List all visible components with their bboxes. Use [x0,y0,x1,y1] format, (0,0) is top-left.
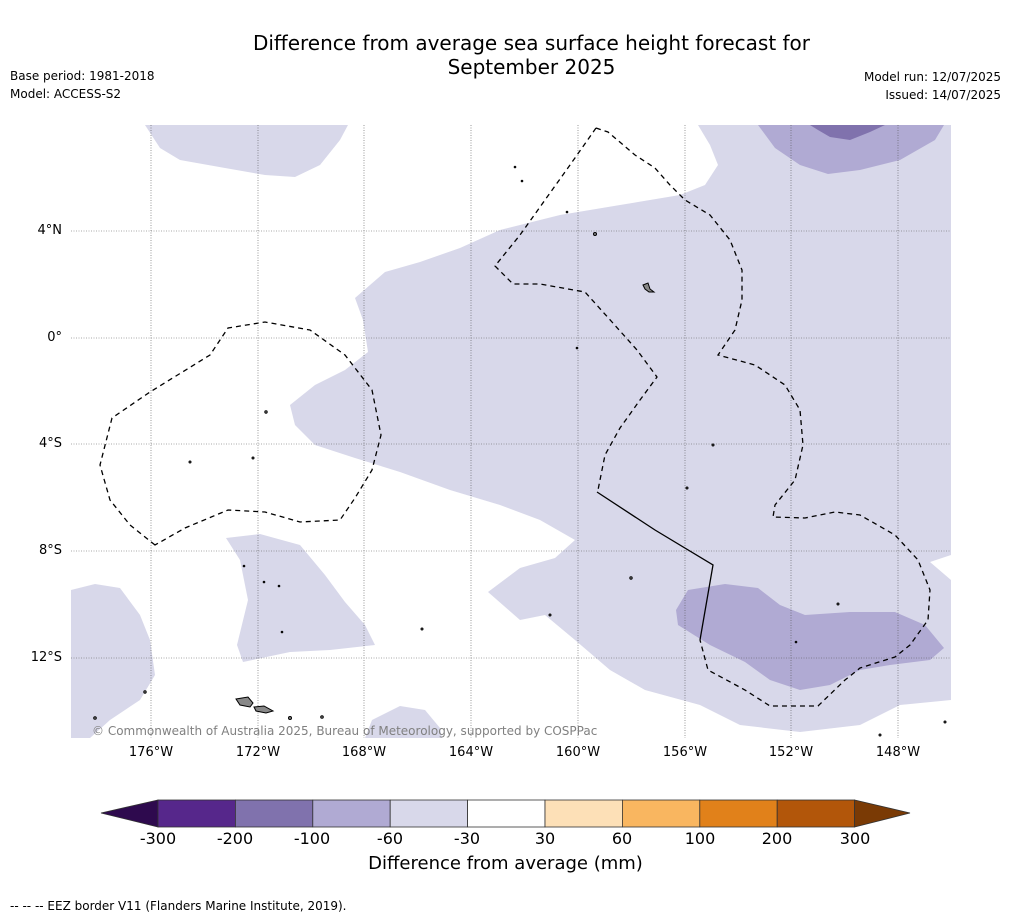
issued-date: Issued: 14/07/2025 [885,88,1001,102]
colorbar-tick: -60 [376,829,404,848]
colorbar-segments [100,799,911,828]
eez-border-kiribati-line [595,127,931,707]
colorbar-label: Difference from average (mm) [368,853,643,874]
lon-label-164w: 164°W [448,745,494,760]
islands [93,165,947,737]
anomaly-region-south [365,706,442,738]
copyright-notice: © Commonwealth of Australia 2025, Bureau… [92,724,598,738]
anomaly-region-dark [810,125,885,140]
anomaly-region-north [145,125,348,177]
lat-label-0: 0° [47,330,62,345]
gridlines [71,125,951,738]
anomaly-region-west [71,584,155,738]
maritime-boundary-solid [596,491,714,641]
lat-label-4n: 4°N [37,223,63,238]
anomaly-region-main [290,125,951,732]
colorbar-tick: 300 [839,829,871,848]
lon-label-172w: 172°W [235,745,281,760]
colorbar-tick: -200 [216,829,254,848]
anomaly-region-medium-ne [758,125,944,174]
colorbar-segment [544,799,623,828]
colorbar-tick: 200 [761,829,793,848]
colorbar-tick: -100 [293,829,331,848]
colorbar-extend-high [854,799,911,828]
base-period: Base period: 1981-2018 [10,69,155,83]
anomaly-field [71,125,951,738]
colorbar-segment [776,799,856,828]
colorbar-segment [389,799,469,828]
colorbar-segment [312,799,391,828]
model-run: Model run: 12/07/2025 [863,70,1001,84]
meta-right: Model run: 12/07/2025 Issued: 14/07/2025 [864,68,1001,104]
colorbar-segment [157,799,236,828]
anomaly-region-samoa [226,534,375,662]
lon-label-152w: 152°W [768,745,814,760]
eez-borders [99,127,931,707]
eez-border-tokelau [99,321,382,546]
chart-title: Difference from average sea surface heig… [0,31,1011,79]
lon-label-176w: 176°W [128,745,174,760]
colorbar-tick: 100 [684,829,716,848]
anomaly-region-medium-se [676,584,944,690]
colorbar-tick: -30 [453,829,481,848]
lat-label-12s: 12°S [30,650,62,665]
model-name: Model: ACCESS-S2 [10,87,122,101]
colorbar-tick: 60 [611,829,633,848]
title-line-1: Difference from average sea surface heig… [252,31,811,55]
island-christmas [642,282,656,293]
title-line-2: September 2025 [447,55,616,79]
lon-label-168w: 168°W [341,745,387,760]
island-upolu [253,705,275,714]
eez-footnote: -- -- -- EEZ border V11 (Flanders Marine… [10,899,347,913]
colorbar-segment [234,799,314,828]
lat-label-4s: 4°S [38,436,62,451]
island-savaii [235,696,254,708]
meta-left: Base period: 1981-2018 Model: ACCESS-S2 [10,67,155,103]
eez-border-phoenix [494,127,658,493]
colorbar-tick: 30 [534,829,556,848]
colorbar-tick: -300 [139,829,177,848]
lon-label-156w: 156°W [662,745,708,760]
colorbar-extend-low [100,799,159,828]
lon-label-160w: 160°W [555,745,601,760]
colorbar-segment [699,799,778,828]
lat-label-8s: 8°S [38,543,62,558]
colorbar-segment [622,799,701,828]
lon-label-148w: 148°W [875,745,921,760]
colorbar-segment [467,799,546,828]
